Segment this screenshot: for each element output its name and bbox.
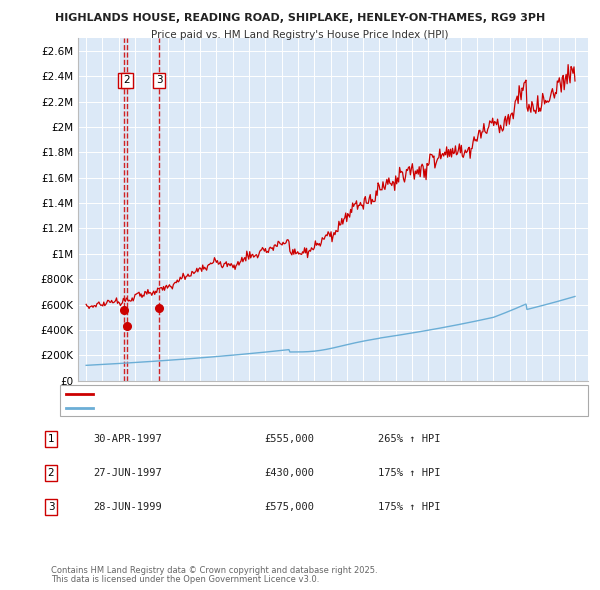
Text: Contains HM Land Registry data © Crown copyright and database right 2025.: Contains HM Land Registry data © Crown c… xyxy=(51,566,377,575)
Text: HPI: Average price, detached house, South Oxfordshire: HPI: Average price, detached house, Sout… xyxy=(99,403,331,412)
Text: £430,000: £430,000 xyxy=(264,468,314,478)
Text: Price paid vs. HM Land Registry's House Price Index (HPI): Price paid vs. HM Land Registry's House … xyxy=(151,30,449,40)
Text: £555,000: £555,000 xyxy=(264,434,314,444)
Text: HIGHLANDS HOUSE, READING ROAD, SHIPLAKE, HENLEY-ON-THAMES, RG9 3PH: HIGHLANDS HOUSE, READING ROAD, SHIPLAKE,… xyxy=(55,13,545,23)
Text: 3: 3 xyxy=(47,503,55,512)
Text: 265% ↑ HPI: 265% ↑ HPI xyxy=(378,434,440,444)
Text: 27-JUN-1997: 27-JUN-1997 xyxy=(93,468,162,478)
Text: 3: 3 xyxy=(156,75,163,85)
Text: 1: 1 xyxy=(47,434,55,444)
Text: 30-APR-1997: 30-APR-1997 xyxy=(93,434,162,444)
Text: This data is licensed under the Open Government Licence v3.0.: This data is licensed under the Open Gov… xyxy=(51,575,319,584)
Text: 2: 2 xyxy=(124,75,130,85)
Text: 175% ↑ HPI: 175% ↑ HPI xyxy=(378,468,440,478)
Text: 28-JUN-1999: 28-JUN-1999 xyxy=(93,503,162,512)
Text: 2: 2 xyxy=(47,468,55,478)
Text: HIGHLANDS HOUSE, READING ROAD, SHIPLAKE, HENLEY-ON-THAMES, RG9 3PH (detached hou: HIGHLANDS HOUSE, READING ROAD, SHIPLAKE,… xyxy=(99,389,509,398)
Text: 1: 1 xyxy=(121,75,127,85)
Text: £575,000: £575,000 xyxy=(264,503,314,512)
Text: 175% ↑ HPI: 175% ↑ HPI xyxy=(378,503,440,512)
